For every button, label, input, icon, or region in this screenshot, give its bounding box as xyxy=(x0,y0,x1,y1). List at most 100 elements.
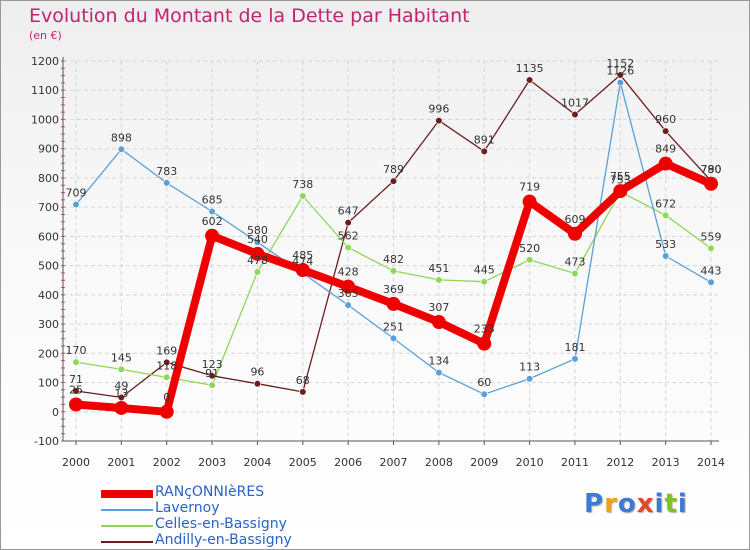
data-label: 898 xyxy=(111,131,132,144)
data-point xyxy=(616,79,624,87)
data-label: 474 xyxy=(292,255,313,268)
data-point xyxy=(480,278,488,286)
legend-swatch xyxy=(101,541,153,543)
y-tick-label: -100 xyxy=(34,435,59,448)
data-point xyxy=(341,279,356,294)
data-point xyxy=(477,336,492,351)
data-label: 0 xyxy=(163,391,170,404)
data-point xyxy=(431,315,446,330)
data-point xyxy=(662,252,670,260)
data-point xyxy=(435,117,443,125)
data-point xyxy=(114,400,129,415)
data-label: 849 xyxy=(655,143,676,156)
y-tick-label: 400 xyxy=(38,289,59,302)
data-point xyxy=(72,387,80,395)
y-tick-label: 100 xyxy=(38,377,59,390)
data-point xyxy=(662,127,670,135)
data-point xyxy=(613,184,628,199)
data-point xyxy=(159,404,174,419)
data-label: 891 xyxy=(474,133,495,146)
data-label: 134 xyxy=(428,355,449,368)
x-tick-label: 2001 xyxy=(107,456,135,469)
data-label: 169 xyxy=(156,344,177,357)
data-point xyxy=(299,192,307,200)
y-tick-label: 800 xyxy=(38,172,59,185)
legend-label: RANçONNIèRES xyxy=(155,484,265,500)
data-label: 307 xyxy=(428,301,449,314)
series-group xyxy=(69,71,719,419)
data-point xyxy=(389,177,398,185)
x-tick-label: 2014 xyxy=(697,456,725,469)
data-label: 68 xyxy=(296,374,310,387)
chart-title: Evolution du Montant de la Dette par Hab… xyxy=(29,5,470,27)
data-label: 580 xyxy=(247,224,268,237)
data-point xyxy=(299,388,307,396)
data-point xyxy=(117,145,125,153)
legend: RANçONNIèRES Lavernoy Celles-en-Bassigny An… xyxy=(101,484,361,549)
legend-label: Celles-en-Bassigny xyxy=(155,516,287,532)
data-label: 540 xyxy=(247,233,268,246)
data-point xyxy=(295,263,310,277)
data-label: 71 xyxy=(69,373,83,386)
x-tick-label: 2006 xyxy=(334,456,362,469)
data-label: 783 xyxy=(156,165,177,178)
data-label: 647 xyxy=(338,205,359,218)
data-point xyxy=(662,211,670,219)
data-label: 473 xyxy=(564,256,585,269)
data-label: 113 xyxy=(519,361,540,374)
data-point xyxy=(567,226,582,241)
data-label: 685 xyxy=(202,194,223,207)
legend-label: Andilly-en-Bassigny xyxy=(155,532,292,548)
data-labels: 71 49 169 123 96 68 647 789 996 891 1135 1017 1152 96… xyxy=(66,57,722,404)
data-point xyxy=(72,358,80,366)
data-point xyxy=(72,200,80,209)
axes: -100010020030040050060070080090010001100… xyxy=(31,55,725,469)
data-label: 365 xyxy=(338,287,359,300)
data-point xyxy=(571,355,579,363)
data-label: 443 xyxy=(701,264,722,277)
data-label: 559 xyxy=(701,230,722,243)
data-label: 755 xyxy=(610,170,631,183)
x-tick-label: 2005 xyxy=(289,456,317,469)
proxiti-logo: Proxiti xyxy=(584,489,688,519)
data-point xyxy=(616,71,624,79)
data-label: 428 xyxy=(338,266,359,279)
data-label: 753 xyxy=(610,174,631,187)
data-label: 780 xyxy=(701,163,722,176)
x-tick-label: 2009 xyxy=(470,456,498,469)
data-label: 369 xyxy=(383,283,404,296)
data-point xyxy=(435,369,443,377)
data-point xyxy=(253,238,262,246)
data-label: 533 xyxy=(655,238,676,251)
data-point xyxy=(707,244,715,252)
data-label: 719 xyxy=(519,181,540,194)
data-point xyxy=(386,296,401,311)
data-label: 451 xyxy=(428,262,449,275)
data-point xyxy=(344,243,352,252)
data-label: 482 xyxy=(383,253,404,266)
data-point xyxy=(435,276,443,284)
legend-swatch xyxy=(101,509,153,511)
data-label: 562 xyxy=(338,229,359,242)
data-label: 25 xyxy=(69,383,83,396)
series-1 xyxy=(72,79,715,398)
data-point xyxy=(117,365,125,373)
data-label: 789 xyxy=(383,163,404,176)
data-label: 1135 xyxy=(516,62,544,75)
data-point xyxy=(250,246,265,261)
data-point xyxy=(344,301,352,309)
data-label: 996 xyxy=(428,103,449,116)
data-point xyxy=(69,397,83,412)
data-label: 170 xyxy=(66,344,87,357)
legend-item: RANçONNIèRES xyxy=(101,484,361,501)
data-point xyxy=(704,176,719,191)
data-label: 602 xyxy=(202,215,223,228)
grid xyxy=(63,60,719,442)
data-label: 485 xyxy=(292,249,313,262)
data-point xyxy=(571,269,579,278)
data-point xyxy=(389,334,398,343)
legend-item: Celles-en-Bassigny xyxy=(101,516,361,533)
data-label: 118 xyxy=(156,359,177,372)
data-label: 60 xyxy=(477,376,491,389)
